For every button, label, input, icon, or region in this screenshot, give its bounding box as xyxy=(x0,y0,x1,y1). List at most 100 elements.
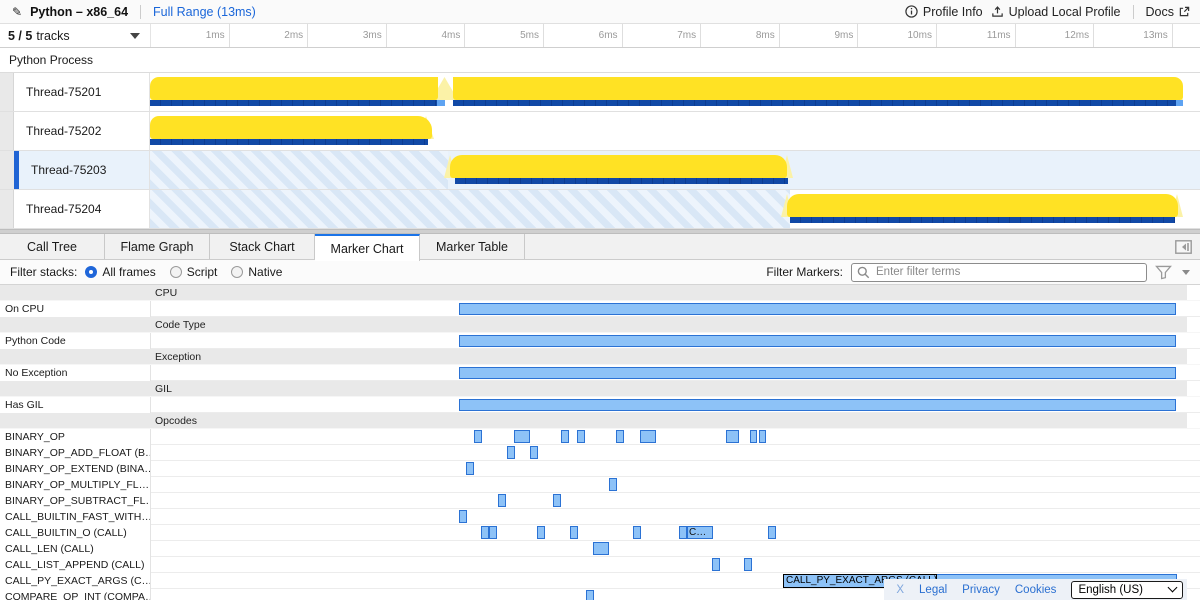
marker-instance[interactable] xyxy=(489,526,497,539)
footer-legal-bar: X Legal Privacy Cookies English (US) xyxy=(884,579,1187,600)
marker-instance[interactable] xyxy=(570,526,578,539)
marker-row[interactable]: CALL_LIST_APPEND (CALL) xyxy=(0,557,1200,573)
track-row[interactable]: Thread-75203 xyxy=(0,151,1200,190)
profile-info-button[interactable]: Profile Info xyxy=(905,5,983,19)
track-activity-graph[interactable] xyxy=(150,112,1200,150)
marker-instance[interactable] xyxy=(561,430,569,443)
marker-duration-bar[interactable] xyxy=(459,303,1176,315)
track-row[interactable]: Thread-75202 xyxy=(0,112,1200,151)
marker-row[interactable]: BINARY_OP_SUBTRACT_FL… xyxy=(0,493,1200,509)
upload-profile-button[interactable]: Upload Local Profile xyxy=(991,5,1121,19)
marker-instance[interactable] xyxy=(514,430,530,443)
track-row[interactable]: Thread-75204 xyxy=(0,190,1200,229)
radio-selected-icon[interactable] xyxy=(85,266,98,278)
radio-unselected-icon[interactable] xyxy=(231,266,244,278)
docs-button[interactable]: Docs xyxy=(1146,5,1190,19)
radio-option-all-frames[interactable]: All frames xyxy=(85,265,156,279)
marker-instance[interactable] xyxy=(530,446,538,459)
radio-option-script[interactable]: Script xyxy=(169,265,217,279)
marker-row-label: BINARY_OP_MULTIPLY_FL… xyxy=(0,477,151,493)
track-row[interactable]: Thread-75201 xyxy=(0,73,1200,112)
footer-link-legal[interactable]: Legal xyxy=(919,583,948,596)
marker-row[interactable]: BINARY_OP_ADD_FLOAT (B… xyxy=(0,445,1200,461)
marker-row[interactable]: BINARY_OP xyxy=(0,429,1200,445)
marker-instance[interactable] xyxy=(726,430,739,443)
marker-row[interactable]: CALL_LEN (CALL) xyxy=(0,541,1200,557)
marker-row[interactable]: COMPARE_OP_INT (COMPA… xyxy=(0,589,1200,600)
track-activity-graph[interactable] xyxy=(150,73,1200,111)
marker-duration-bar[interactable] xyxy=(459,335,1176,347)
marker-instance[interactable] xyxy=(750,430,757,443)
language-select[interactable]: English (US) xyxy=(1071,580,1183,599)
tab-marker-chart[interactable]: Marker Chart xyxy=(315,234,420,261)
radio-option-native[interactable]: Native xyxy=(231,265,282,279)
marker-row[interactable]: On CPU xyxy=(0,301,1200,317)
marker-instance-labeled[interactable]: C… xyxy=(687,526,713,539)
marker-instance[interactable] xyxy=(768,526,776,539)
marker-instance[interactable] xyxy=(466,462,474,475)
tab-call-tree[interactable]: Call Tree xyxy=(0,234,105,259)
cpu-usage-band xyxy=(787,194,1178,217)
marker-instance[interactable] xyxy=(744,558,752,571)
track-activity-graph[interactable] xyxy=(150,151,1200,189)
marker-instance[interactable] xyxy=(481,526,489,539)
marker-chart: CPU On CPU Code Type Python Code Exception No… xyxy=(0,285,1200,600)
tab-marker-table[interactable]: Marker Table xyxy=(420,234,525,259)
marker-instance[interactable] xyxy=(507,446,515,459)
sidebar-toggle-icon xyxy=(1175,240,1192,254)
ruler-tick: 6ms xyxy=(544,24,623,47)
marker-row-label: No Exception xyxy=(0,365,151,381)
filter-dropdown-caret-icon[interactable] xyxy=(1182,269,1190,275)
marker-instance[interactable] xyxy=(640,430,656,443)
edit-pencil-icon[interactable]: ✎ xyxy=(12,4,23,19)
marker-category-header: Code Type xyxy=(0,317,1200,333)
upload-icon xyxy=(991,6,1003,17)
marker-instance[interactable] xyxy=(593,542,609,555)
profile-title: Python – x86_64 xyxy=(30,4,129,19)
top-bar-actions: Profile Info Upload Local Profile Docs xyxy=(905,4,1200,19)
radio-unselected-icon[interactable] xyxy=(169,266,182,278)
tracks-dropdown[interactable]: 5 / 5 tracks xyxy=(0,24,150,47)
marker-instance[interactable] xyxy=(553,494,561,507)
marker-row-label: BINARY_OP_ADD_FLOAT (B… xyxy=(0,445,151,461)
process-header[interactable]: Python Process xyxy=(0,48,1200,73)
footer-link-x[interactable]: X xyxy=(896,583,905,596)
marker-instance[interactable] xyxy=(586,590,594,600)
marker-row-label: BINARY_OP_EXTEND (BINA… xyxy=(0,461,151,477)
footer-link-cookies[interactable]: Cookies xyxy=(1014,583,1057,596)
marker-row[interactable]: CALL_BUILTIN_FAST_WITH… xyxy=(0,509,1200,525)
marker-row[interactable]: Has GIL xyxy=(0,397,1200,413)
sidebar-toggle-button[interactable] xyxy=(1175,240,1192,259)
marker-duration-bar[interactable] xyxy=(459,367,1176,379)
marker-row[interactable]: CALL_BUILTIN_O (CALL) C… xyxy=(0,525,1200,541)
marker-instance[interactable] xyxy=(633,526,641,539)
marker-row-label: BINARY_OP xyxy=(0,429,151,445)
full-range-link[interactable]: Full Range (13ms) xyxy=(153,4,256,19)
tab-stack-chart[interactable]: Stack Chart xyxy=(210,234,315,259)
radio-label: All frames xyxy=(102,265,156,279)
marker-instance[interactable] xyxy=(679,526,687,539)
marker-instance[interactable] xyxy=(474,430,482,443)
filter-markers-label: Filter Markers: xyxy=(766,265,843,279)
funnel-filter-icon[interactable] xyxy=(1155,265,1172,280)
panel-splitter[interactable] xyxy=(0,229,1200,234)
marker-instance[interactable] xyxy=(616,430,624,443)
footer-link-privacy[interactable]: Privacy xyxy=(962,583,1000,596)
marker-row[interactable]: BINARY_OP_EXTEND (BINA… xyxy=(0,461,1200,477)
tabs: Call Tree Flame Graph Stack Chart Marker Ch… xyxy=(0,234,525,261)
marker-row[interactable]: Python Code xyxy=(0,333,1200,349)
marker-instance[interactable] xyxy=(498,494,506,507)
marker-instance[interactable] xyxy=(459,510,467,523)
marker-duration-bar[interactable] xyxy=(459,399,1176,411)
marker-filter-input[interactable] xyxy=(851,262,1147,282)
marker-instance[interactable] xyxy=(759,430,766,443)
marker-row[interactable]: No Exception xyxy=(0,365,1200,381)
marker-instance[interactable] xyxy=(609,478,617,491)
marker-instance[interactable] xyxy=(712,558,720,571)
tab-flame-graph[interactable]: Flame Graph xyxy=(105,234,210,259)
marker-row[interactable]: BINARY_OP_MULTIPLY_FL… xyxy=(0,477,1200,493)
track-activity-graph[interactable] xyxy=(150,190,1200,228)
marker-instance[interactable] xyxy=(537,526,545,539)
marker-instance[interactable] xyxy=(577,430,585,443)
